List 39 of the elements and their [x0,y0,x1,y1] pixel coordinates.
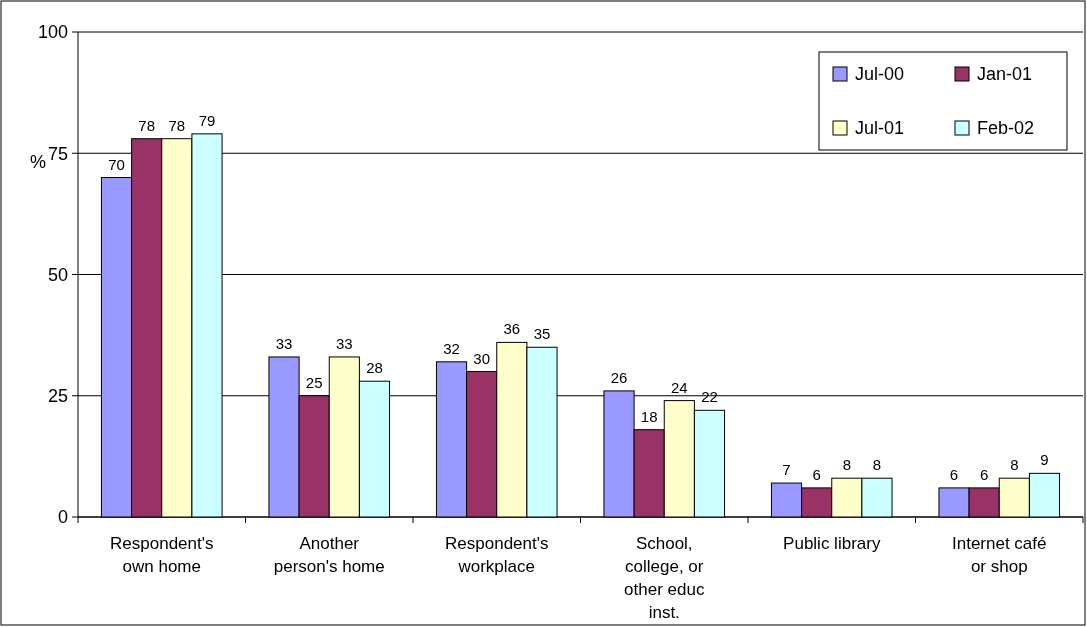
legend-label: Feb-02 [977,118,1035,139]
x-tick-label: Respondent's own home [110,534,214,576]
x-tick-label: Respondent's workplace [445,534,549,576]
data-label: 36 [503,320,521,338]
y-tick-label: 50 [47,264,68,285]
data-label: 18 [640,407,658,425]
y-tick-label: 0 [57,507,68,528]
data-label: 78 [168,116,186,134]
data-label: 9 [1040,451,1049,469]
legend-label: Jul-00 [855,64,905,85]
y-tick-label: 75 [47,143,68,164]
y-axis-title: % [29,152,47,172]
data-label: 79 [198,111,216,129]
data-label: 8 [842,456,851,474]
legend-label: Jul-01 [855,118,905,139]
data-label: 28 [366,359,383,377]
data-label: 8 [872,456,882,474]
data-label: 25 [305,373,323,391]
data-label: 33 [335,334,353,352]
data-label: 6 [980,465,989,483]
x-tick-label: Another person's home [273,534,385,576]
y-tick-label: 25 [47,386,68,407]
y-tick-label: 100 [37,22,68,43]
data-label: 35 [533,325,551,343]
data-label: 7 [782,461,791,479]
data-label: 26 [610,368,628,386]
data-label: 30 [473,349,491,367]
x-tick-label: School, college, or other educ inst. [624,534,705,622]
legend-label: Jan-01 [977,64,1033,85]
data-label: 70 [108,155,125,173]
data-label: 78 [138,116,156,134]
data-label: 6 [949,465,959,483]
data-label: 6 [812,465,821,483]
data-label: 33 [275,334,293,352]
data-label: 8 [1010,456,1019,474]
x-tick-label: Internet café or shop [951,534,1047,576]
x-tick-label: Public library [783,534,881,553]
data-label: 24 [670,378,688,396]
data-label: 32 [443,339,460,357]
